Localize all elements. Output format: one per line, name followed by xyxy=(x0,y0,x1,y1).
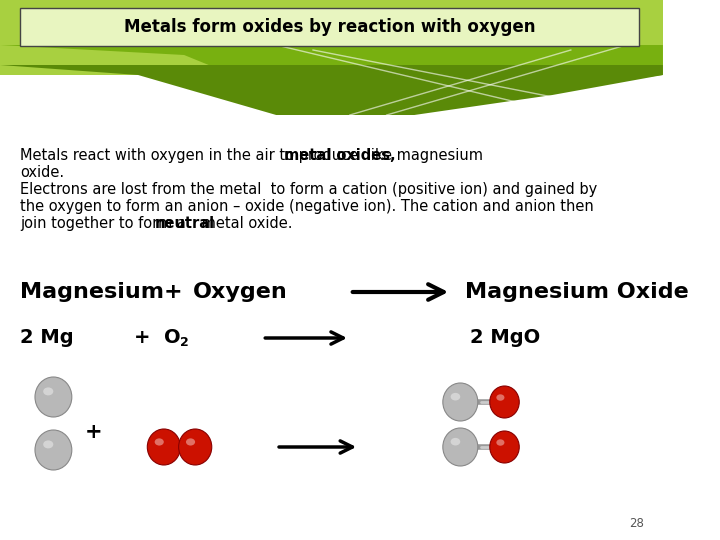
Text: like magnesium: like magnesium xyxy=(362,148,483,163)
FancyBboxPatch shape xyxy=(20,8,639,46)
Ellipse shape xyxy=(490,431,519,463)
Polygon shape xyxy=(0,65,663,115)
Text: join together to form a: join together to form a xyxy=(20,216,191,231)
Ellipse shape xyxy=(451,438,460,446)
Text: 28: 28 xyxy=(629,517,644,530)
Text: O: O xyxy=(164,328,181,347)
Text: +: + xyxy=(133,328,150,347)
Text: Magnesium Oxide: Magnesium Oxide xyxy=(465,282,689,302)
Text: metal oxide.: metal oxide. xyxy=(197,216,292,231)
Ellipse shape xyxy=(186,438,195,445)
Ellipse shape xyxy=(496,440,505,445)
Text: metal oxides,: metal oxides, xyxy=(284,148,396,163)
Ellipse shape xyxy=(148,429,181,465)
Text: Metals react with oxygen in the air to produce: Metals react with oxygen in the air to p… xyxy=(20,148,363,163)
Ellipse shape xyxy=(443,383,478,421)
Text: Electrons are lost from the metal  to form a cation (positive ion) and gained by: Electrons are lost from the metal to for… xyxy=(20,182,598,197)
Text: 2 Mg: 2 Mg xyxy=(20,328,74,347)
Text: 2: 2 xyxy=(181,336,189,349)
Text: +: + xyxy=(164,282,182,302)
Ellipse shape xyxy=(35,377,72,417)
Text: Magnesium: Magnesium xyxy=(20,282,164,302)
Ellipse shape xyxy=(496,394,505,401)
Ellipse shape xyxy=(443,428,478,466)
Ellipse shape xyxy=(451,393,460,401)
Ellipse shape xyxy=(155,438,163,445)
Ellipse shape xyxy=(43,441,53,448)
Ellipse shape xyxy=(490,386,519,418)
Polygon shape xyxy=(0,0,663,75)
Ellipse shape xyxy=(43,387,53,395)
Text: +: + xyxy=(85,422,102,442)
Text: oxide.: oxide. xyxy=(20,165,64,180)
Ellipse shape xyxy=(35,430,72,470)
Text: Oxygen: Oxygen xyxy=(194,282,288,302)
Polygon shape xyxy=(0,45,663,115)
Text: Metals form oxides by reaction with oxygen: Metals form oxides by reaction with oxyg… xyxy=(124,18,536,36)
Ellipse shape xyxy=(179,429,212,465)
Polygon shape xyxy=(0,0,663,8)
Text: the oxygen to form an anion – oxide (negative ion). The cation and anion then: the oxygen to form an anion – oxide (neg… xyxy=(20,199,594,214)
Text: 2 MgO: 2 MgO xyxy=(469,328,540,347)
Text: neutral: neutral xyxy=(155,216,215,231)
